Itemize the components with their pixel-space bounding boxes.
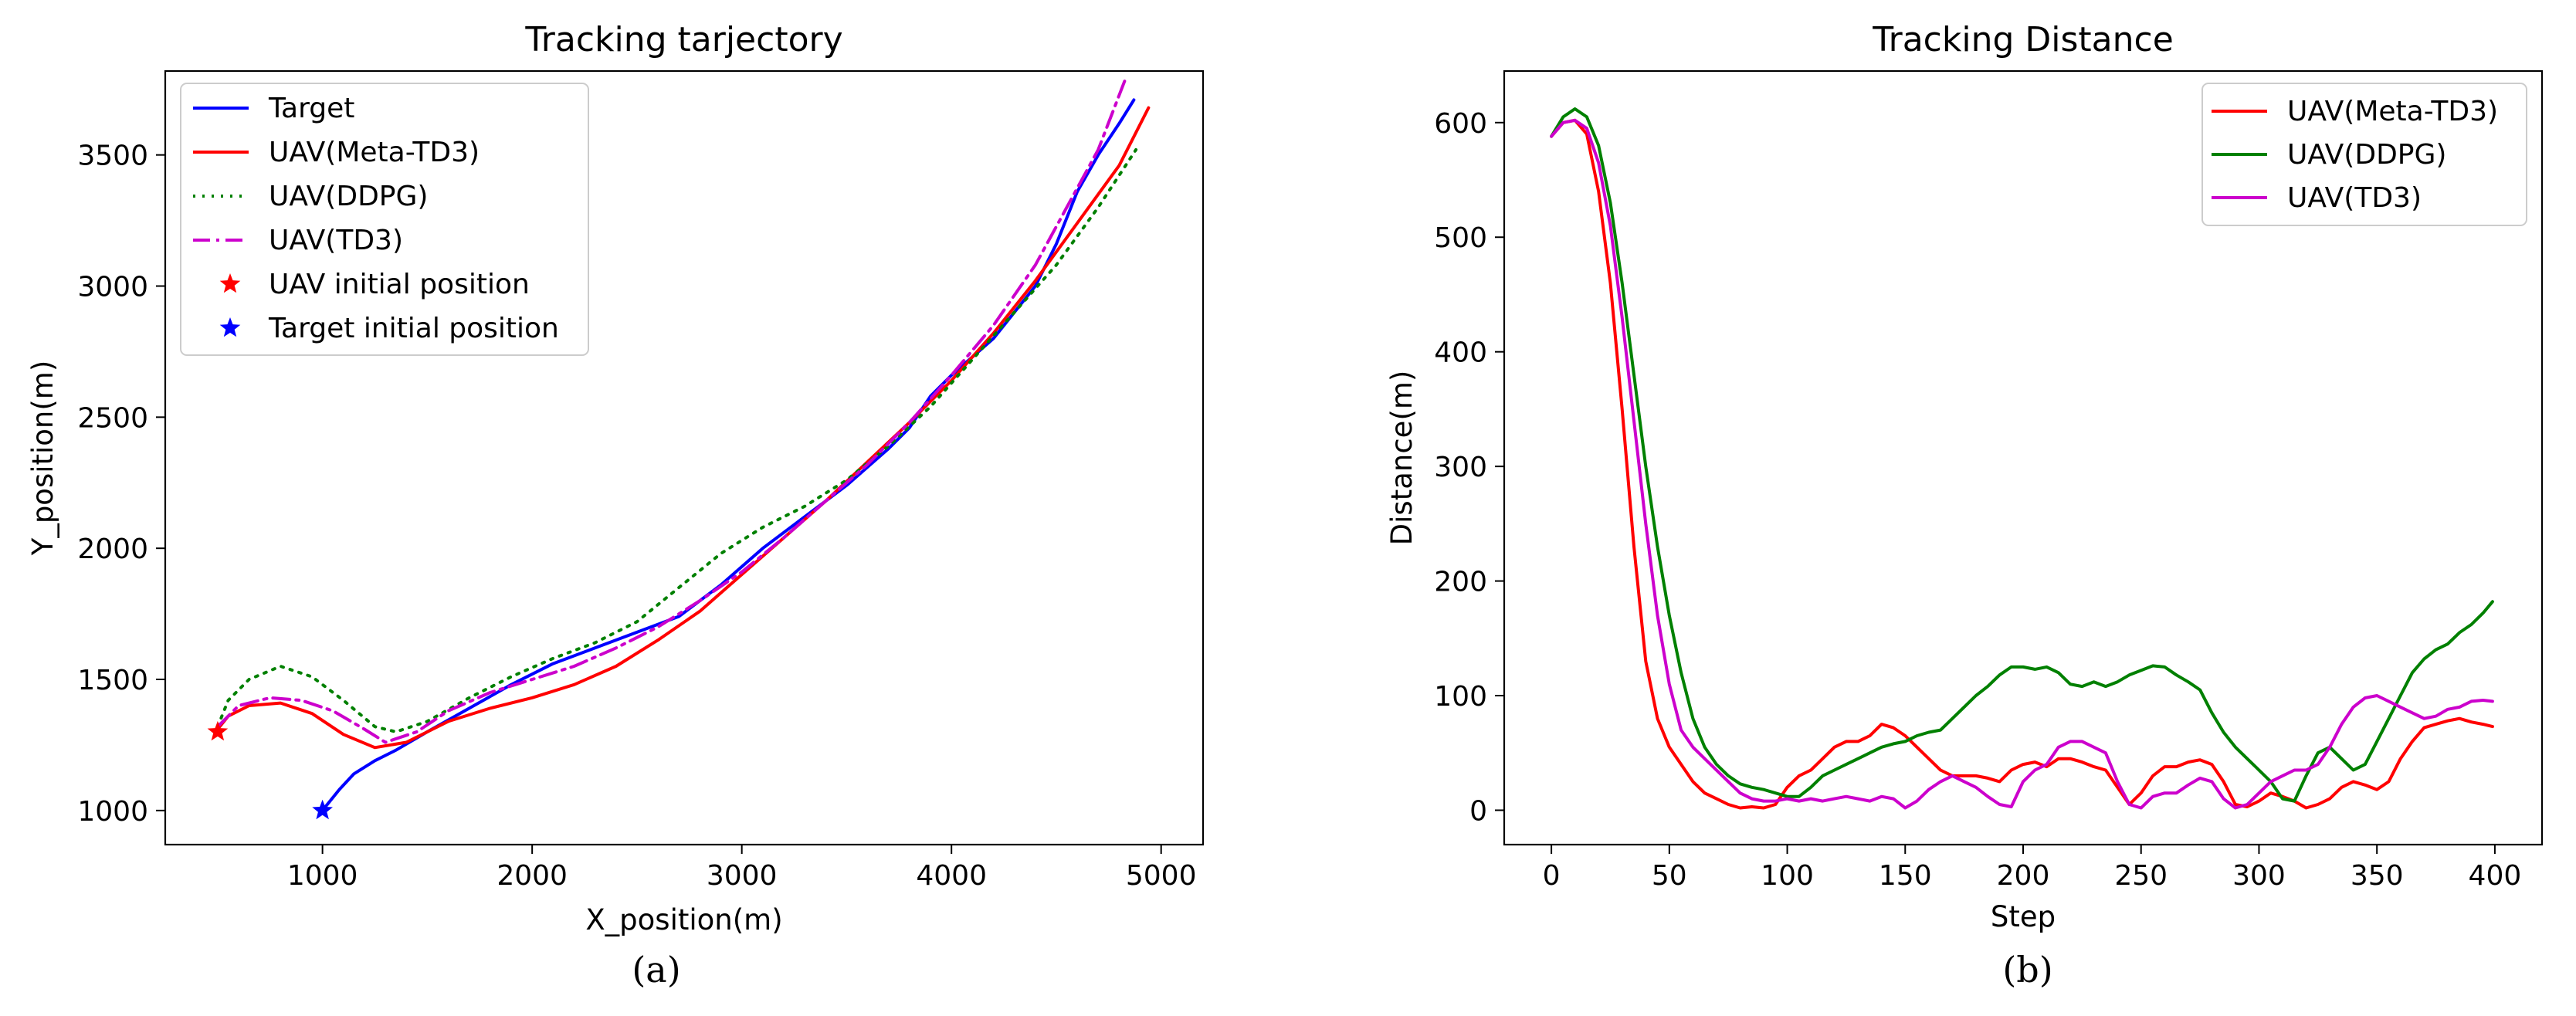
y-tick-label: 2500 — [77, 402, 148, 434]
legend-label: Target — [268, 93, 354, 124]
panel-a-x-ticks: 1000 2000 3000 4000 5000 — [287, 845, 1197, 892]
x-tick-label: 50 — [1652, 860, 1687, 892]
panel-a-y-ticks: 1000 1500 2000 2500 3000 3500 — [77, 141, 165, 828]
panel-a-axes-frame — [164, 69, 1205, 846]
x-tick-label: 1000 — [287, 860, 358, 892]
x-tick-label: 350 — [2351, 860, 2404, 892]
y-tick-label: 1000 — [77, 796, 148, 828]
panel-b-legend: UAV(Meta-TD3) UAV(DDPG) UAV(TD3) — [2201, 83, 2527, 226]
y-tick-label: 600 — [1434, 108, 1487, 140]
x-tick-label: 0 — [1543, 860, 1561, 892]
x-tick-label: 5000 — [1126, 860, 1197, 892]
legend-label: UAV(TD3) — [269, 225, 403, 256]
start-marker-0 — [207, 720, 229, 741]
legend-label: UAV(DDPG) — [2287, 139, 2446, 171]
panel-b-legend-box — [2201, 83, 2527, 226]
panel-a-start-markers — [207, 720, 333, 820]
legend-star-swatch — [219, 317, 241, 337]
legend-label: UAV(Meta-TD3) — [2287, 96, 2498, 127]
panel-a-caption: (a) — [632, 949, 680, 991]
y-tick-label: 0 — [1469, 795, 1487, 827]
panel-a-x-axis-label: X_position(m) — [585, 903, 782, 936]
legend-label: Target initial position — [268, 313, 559, 344]
series-line-a-0 — [320, 98, 1136, 812]
y-tick-label: 200 — [1434, 567, 1487, 598]
panel-b-y-axis-label: Distance(m) — [1385, 371, 1418, 546]
panel-b-x-ticks: 0 50 100 150 200 250 300 350 400 — [1543, 845, 2522, 892]
legend-star-swatch — [219, 273, 241, 293]
y-tick-label: 300 — [1434, 452, 1487, 483]
legend-label: UAV initial position — [269, 269, 530, 300]
y-tick-label: 100 — [1434, 681, 1487, 713]
panel-a-legend-box — [180, 83, 589, 356]
legend-label: UAV(DDPG) — [269, 181, 428, 212]
x-tick-label: 4000 — [916, 860, 987, 892]
x-tick-label: 150 — [1879, 860, 1932, 892]
panel-b-y-ticks: 0 100 200 300 400 500 600 — [1434, 108, 1504, 827]
x-tick-label: 400 — [2469, 860, 2522, 892]
x-tick-label: 3000 — [707, 860, 778, 892]
panel-b-title: Tracking Distance — [1872, 20, 2174, 59]
panel-a-title: Tracking tarjectory — [524, 20, 842, 59]
x-tick-label: 2000 — [497, 860, 568, 892]
panel-a-y-axis-label: Y_position(m) — [26, 361, 59, 557]
y-tick-label: 1500 — [77, 665, 148, 696]
series-line-a-3 — [215, 77, 1127, 744]
y-tick-label: 400 — [1434, 337, 1487, 369]
y-tick-label: 3500 — [77, 141, 148, 172]
panel-a: 1000 2000 3000 4000 5000 1000 1500 2000 2500 300… — [26, 20, 1205, 991]
x-tick-label: 300 — [2232, 860, 2286, 892]
y-tick-label: 2000 — [77, 533, 148, 565]
y-tick-label: 3000 — [77, 272, 148, 303]
series-line-b-0 — [1550, 118, 2494, 810]
panel-a-series — [215, 77, 1151, 812]
panel-b: 0 50 100 150 200 250 300 350 400 0 100 200 300 400 50… — [1385, 20, 2544, 991]
series-line-a-2 — [215, 147, 1138, 733]
start-marker-1 — [312, 799, 333, 820]
x-tick-label: 200 — [1997, 860, 2050, 892]
series-line-a-1 — [215, 106, 1151, 750]
x-tick-label: 250 — [2114, 860, 2168, 892]
panel-b-x-axis-label: Step — [1991, 900, 2056, 933]
legend-label: UAV(TD3) — [2287, 182, 2422, 214]
legend-label: UAV(Meta-TD3) — [269, 137, 480, 168]
panel-a-legend: Target UAV(Meta-TD3) UAV(DDPG) UAV(TD3) UAV … — [180, 83, 589, 356]
x-tick-label: 100 — [1761, 860, 1814, 892]
series-line-b-1 — [1550, 107, 2494, 803]
panel-b-series — [1550, 107, 2494, 810]
panel-b-caption: (b) — [2002, 949, 2052, 991]
y-tick-label: 500 — [1434, 222, 1487, 254]
series-line-b-2 — [1550, 118, 2494, 810]
